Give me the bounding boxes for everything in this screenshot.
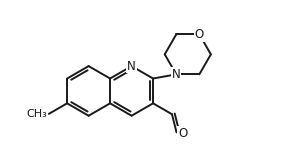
Text: O: O xyxy=(178,127,187,140)
Text: O: O xyxy=(195,28,204,41)
Text: N: N xyxy=(127,60,136,73)
Text: CH₃: CH₃ xyxy=(26,109,47,119)
Text: N: N xyxy=(172,68,181,81)
